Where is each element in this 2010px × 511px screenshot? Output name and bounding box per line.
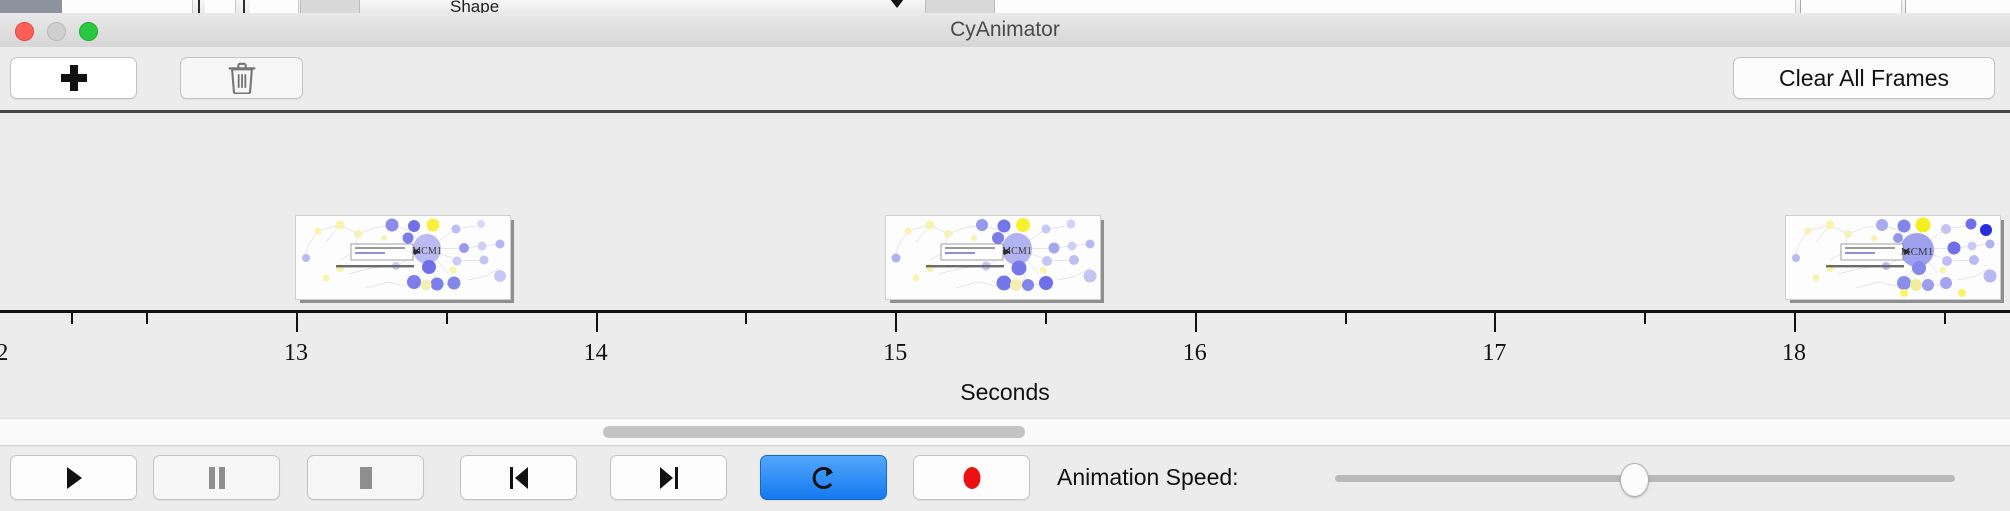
maximize-window-button[interactable] xyxy=(79,22,98,41)
bg-tick xyxy=(198,0,200,13)
network-graph-icon: MCM1 xyxy=(302,218,506,291)
svg-text:MCM1: MCM1 xyxy=(1002,246,1031,257)
axis-tick-label: 13 xyxy=(284,340,308,366)
pause-button[interactable] xyxy=(153,455,280,500)
panel-separator xyxy=(0,110,2010,113)
title-bar: CyAnimator xyxy=(0,13,2010,48)
loop-icon xyxy=(812,466,833,489)
scrollbar-thumb[interactable] xyxy=(603,426,1026,438)
bg-window-label: Shape xyxy=(450,0,500,14)
axis-tick-label: 12 xyxy=(0,340,9,366)
record-icon xyxy=(963,466,980,489)
bg-seg xyxy=(205,0,236,13)
axis-tick-label: 15 xyxy=(883,340,908,366)
axis-tick-major xyxy=(595,313,598,332)
trash-icon xyxy=(228,62,255,94)
axis-tick-minor xyxy=(1943,313,1946,324)
network-graph-icon: MCM1 xyxy=(1792,217,1997,297)
thumbnail-image: MCM1 xyxy=(885,215,1101,300)
clear-all-frames-button[interactable]: Clear All Frames xyxy=(1733,57,1995,99)
thumbnail-image: MCM1 xyxy=(1785,215,2001,300)
bg-tick xyxy=(243,0,245,13)
bg-seg xyxy=(250,0,299,13)
axis-tick-label: 17 xyxy=(1482,340,1507,366)
stop-icon xyxy=(359,466,372,489)
timeline-frame-thumbnail[interactable]: MCM1 xyxy=(885,215,1104,303)
bg-seg xyxy=(62,0,151,13)
axis-tick-major xyxy=(1194,313,1197,332)
bg-cursor-icon xyxy=(890,0,904,8)
bg-seg xyxy=(150,0,193,13)
axis-title: Seconds xyxy=(960,379,1050,405)
thumbnail-image: MCM1 xyxy=(295,215,511,300)
timeline-panel[interactable]: MCM1 xyxy=(0,113,2010,418)
axis-tick-minor xyxy=(745,313,748,324)
timeline-axis xyxy=(0,310,2010,313)
close-window-button[interactable] xyxy=(15,22,34,41)
bg-seg xyxy=(925,0,995,13)
axis-tick-major xyxy=(1494,313,1497,332)
bg-seg xyxy=(1800,0,1902,13)
axis-tick-minor xyxy=(1344,313,1347,324)
timeline-scrollbar[interactable] xyxy=(0,418,2010,446)
stop-button[interactable] xyxy=(307,455,424,500)
svg-text:MCM1: MCM1 xyxy=(1901,246,1933,258)
timeline-frame-thumbnail[interactable]: MCM1 xyxy=(295,215,514,303)
bg-seg xyxy=(995,0,1796,13)
axis-tick-minor xyxy=(445,313,448,324)
bg-seg xyxy=(1905,0,2010,13)
window-title: CyAnimator xyxy=(950,18,1060,41)
animation-speed-label: Animation Speed: xyxy=(1057,464,1239,490)
play-icon xyxy=(66,466,82,489)
network-graph-icon: MCM1 xyxy=(891,218,1097,291)
next-frame-button[interactable] xyxy=(610,455,727,500)
loop-button[interactable] xyxy=(760,455,887,500)
axis-tick-minor xyxy=(71,313,74,324)
skip-next-icon xyxy=(659,466,678,489)
axis-tick-major xyxy=(895,313,898,332)
minimize-window-button[interactable] xyxy=(47,22,66,41)
axis-tick-major xyxy=(296,313,298,332)
timeline-frame-thumbnail[interactable]: MCM1 xyxy=(1785,215,2004,303)
axis-tick-label: 18 xyxy=(1782,340,1806,366)
record-button[interactable] xyxy=(913,455,1030,500)
previous-frame-button[interactable] xyxy=(460,455,577,500)
svg-text:MCM1: MCM1 xyxy=(412,246,441,257)
pause-icon xyxy=(208,466,225,489)
bg-seg xyxy=(300,0,360,13)
play-button[interactable] xyxy=(10,455,137,500)
playback-control-bar: Animation Speed: xyxy=(0,445,2010,511)
axis-tick-minor xyxy=(1045,313,1047,324)
bg-seg-dark xyxy=(0,0,62,13)
delete-frame-button[interactable] xyxy=(180,57,303,99)
axis-tick-major xyxy=(1794,313,1796,332)
plus-icon xyxy=(60,65,87,91)
toolbar: Clear All Frames xyxy=(0,47,2010,110)
axis-tick-label: 16 xyxy=(1182,340,1207,366)
axis-tick-minor xyxy=(146,313,149,324)
axis-tick-label: 14 xyxy=(583,340,608,366)
animation-speed-slider-thumb[interactable] xyxy=(1619,463,1649,497)
add-frame-button[interactable] xyxy=(10,57,137,99)
axis-tick-minor xyxy=(1644,313,1647,324)
skip-previous-icon xyxy=(509,466,528,489)
background-window-strip: Shape xyxy=(0,0,2010,14)
